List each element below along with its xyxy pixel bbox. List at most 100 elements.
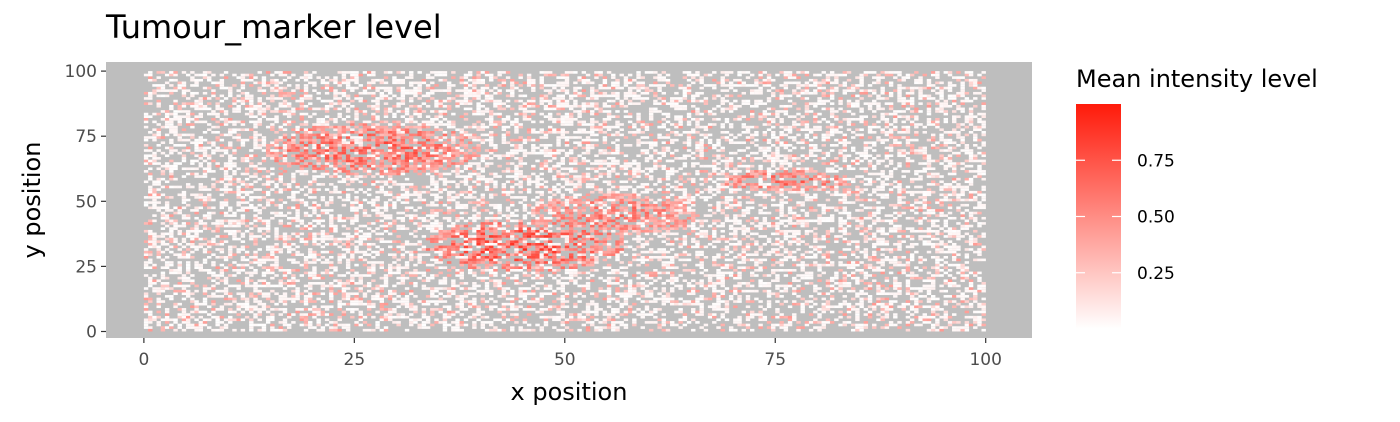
heatmap-tile xyxy=(775,209,780,212)
heatmap-tile xyxy=(686,209,692,212)
heatmap-tile xyxy=(341,232,347,236)
heatmap-tile xyxy=(253,219,258,223)
heatmap-tile xyxy=(303,328,309,332)
heatmap-tile xyxy=(518,219,523,223)
heatmap-tile xyxy=(316,258,321,262)
heatmap-tile xyxy=(783,229,789,233)
heatmap-tile xyxy=(303,266,309,269)
heatmap-tile xyxy=(855,245,860,249)
heatmap-tile xyxy=(682,315,688,319)
heatmap-tile xyxy=(207,250,212,254)
heatmap-tile xyxy=(741,229,746,233)
heatmap-tile xyxy=(771,269,776,272)
heatmap-tile xyxy=(918,276,923,280)
heatmap-tile xyxy=(829,263,835,267)
heatmap-tile xyxy=(510,214,515,217)
heatmap-tile xyxy=(716,271,721,275)
heatmap-tile xyxy=(872,219,877,223)
heatmap-tile xyxy=(947,269,953,272)
heatmap-tile xyxy=(177,242,182,246)
heatmap-tile xyxy=(148,315,153,319)
heatmap-tile xyxy=(476,211,481,215)
heatmap-tile xyxy=(480,292,486,296)
heatmap-tile xyxy=(846,308,852,311)
heatmap-tile xyxy=(602,211,608,215)
heatmap-tile xyxy=(202,224,208,228)
heatmap-tile xyxy=(964,274,970,277)
heatmap-tile xyxy=(686,282,692,285)
heatmap-tile xyxy=(977,279,982,283)
heatmap-tile xyxy=(505,318,511,322)
heatmap-tile xyxy=(329,287,334,290)
heatmap-tiles xyxy=(143,71,986,332)
heatmap-tile xyxy=(699,258,704,262)
heatmap-tile xyxy=(223,323,229,327)
heatmap-tile xyxy=(893,263,898,267)
heatmap-tile xyxy=(577,328,582,332)
heatmap-tile xyxy=(539,222,544,225)
heatmap-tile xyxy=(800,203,805,207)
heatmap-tile xyxy=(143,263,149,267)
heatmap-tile xyxy=(148,237,153,241)
heatmap-tile xyxy=(855,198,860,202)
heatmap-tile xyxy=(623,216,629,220)
heatmap-tile xyxy=(194,302,199,306)
heatmap-tile xyxy=(863,282,869,285)
heatmap-tile xyxy=(590,279,595,283)
heatmap-tile xyxy=(876,266,881,269)
heatmap-tile xyxy=(472,261,477,264)
heatmap-tile xyxy=(981,248,986,251)
heatmap-tile xyxy=(455,224,460,228)
heatmap-tile xyxy=(333,266,338,269)
heatmap-tile xyxy=(682,323,688,327)
heatmap-tile xyxy=(661,261,667,264)
heatmap-tile xyxy=(804,300,810,303)
heatmap-tile xyxy=(156,248,161,251)
heatmap-tile xyxy=(737,297,742,301)
heatmap-tile xyxy=(350,300,355,303)
heatmap-tile xyxy=(194,237,199,241)
heatmap-tile xyxy=(185,229,191,233)
heatmap-tile xyxy=(501,245,507,249)
heatmap-tile xyxy=(375,219,380,223)
heatmap-tile xyxy=(215,323,220,327)
heatmap-tile xyxy=(531,227,536,230)
heatmap-tile xyxy=(510,242,515,246)
heatmap-tile xyxy=(569,237,574,241)
heatmap-tile xyxy=(590,219,595,223)
heatmap-tile xyxy=(657,222,662,225)
heatmap-tile xyxy=(257,323,262,327)
heatmap-tile xyxy=(148,245,153,249)
heatmap-tile xyxy=(261,274,267,277)
heatmap-tile xyxy=(522,292,528,296)
heatmap-tile xyxy=(682,201,688,204)
heatmap-tile xyxy=(956,271,961,275)
heatmap-tile xyxy=(522,209,528,212)
heatmap-tile xyxy=(169,250,174,254)
heatmap-tile xyxy=(943,242,949,246)
heatmap-tile xyxy=(543,261,549,264)
heatmap-tile xyxy=(947,245,953,249)
heatmap-tile xyxy=(893,313,898,316)
heatmap-tile xyxy=(350,310,355,314)
heatmap-tile xyxy=(670,219,675,223)
heatmap-tile xyxy=(569,315,574,319)
heatmap-tile xyxy=(472,292,477,296)
heatmap-tile xyxy=(442,245,448,249)
heatmap-tile xyxy=(312,219,317,223)
heatmap-tile xyxy=(270,300,275,303)
heatmap-tile xyxy=(345,282,351,285)
heatmap-tile xyxy=(749,222,755,225)
heatmap-tile xyxy=(181,198,187,202)
heatmap-tile xyxy=(392,203,397,207)
heatmap-tile xyxy=(771,222,776,225)
heatmap-tile xyxy=(379,261,384,264)
heatmap-tile xyxy=(813,245,818,249)
heatmap-tile xyxy=(712,245,717,249)
heatmap-tile xyxy=(914,310,919,314)
heatmap-tile xyxy=(337,308,342,311)
heatmap-tile xyxy=(442,203,448,207)
heatmap-tile xyxy=(253,237,258,241)
heatmap-tile xyxy=(880,206,885,210)
heatmap-tile xyxy=(341,302,347,306)
